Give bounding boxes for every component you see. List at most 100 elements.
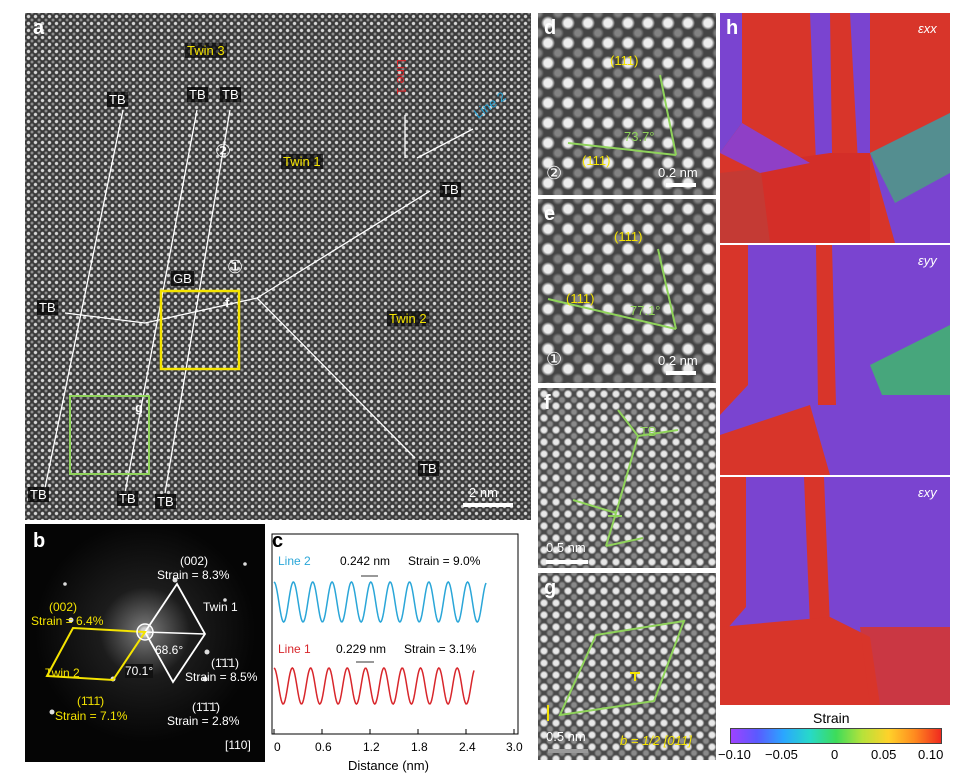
panel-d-scale: 0.2 nm	[658, 165, 698, 180]
panel-b-fft: b (002) Strain = 8.3% (002) Strain = 6.4…	[25, 524, 265, 762]
gb-label: GB	[171, 271, 194, 286]
fft-twin2-label: Twin 2	[45, 666, 80, 680]
circle1-marker: ①	[227, 257, 244, 277]
box-f-label: f	[225, 295, 230, 310]
line1-label: Line 1	[394, 59, 409, 95]
panel-d-angle: 73.7°	[624, 129, 655, 144]
colorbar-tick-2: 0	[831, 747, 839, 762]
tb-label-3: TB	[220, 87, 241, 102]
strain-map-exy	[720, 477, 950, 705]
profile-plot	[271, 533, 519, 735]
fft-strain-111-b: Strain = 7.1%	[55, 709, 128, 723]
tb-label-6: TB	[418, 461, 439, 476]
panel-c-line-profiles: c Line 2 0.242 nm Strain = 9.0% Line 1 0…	[268, 524, 536, 777]
panel-f-scale: 0.5 nm	[546, 540, 586, 555]
colorbar-tick-4: 0.10	[918, 747, 944, 762]
panel-d-overlay	[567, 74, 696, 187]
tb-label-4: TB	[440, 182, 461, 197]
panel-a-label: a	[33, 17, 45, 39]
xtick-4: 2.4	[459, 740, 476, 754]
line2-profile	[273, 581, 487, 623]
tb-label-7: TB	[28, 487, 49, 502]
panel-e-hrtem: e (111) (111) 77.1° ① 0.2 nm	[538, 199, 716, 383]
panel-g-burgers-vector: b = 1/2 [011]	[620, 733, 692, 748]
panel-e-plane-bottom: (111)	[566, 291, 595, 306]
twin2-label: Twin 2	[387, 311, 429, 326]
xtick-0: 0	[274, 740, 281, 754]
fft-spot-002-white: (002)	[180, 554, 209, 568]
exx-label: εxx	[918, 21, 937, 36]
tb-label-1: TB	[107, 92, 128, 107]
xtick-5: 3.0	[506, 740, 523, 754]
panel-a-overlay	[44, 109, 513, 507]
panel-f-tb-label: TB	[640, 424, 657, 439]
fft-spot-111-b: (1̄11̄)	[77, 694, 105, 708]
fft-angle-twin1: 68.6°	[155, 643, 184, 657]
box-g-label: g	[135, 400, 143, 415]
panel-e-overlay	[547, 248, 696, 375]
fft-twin1-label: Twin 1	[203, 600, 238, 614]
line1-profile	[273, 667, 475, 705]
fft-strain-002-white: Strain = 8.3%	[157, 568, 230, 582]
tb-label-2: TB	[187, 87, 208, 102]
tb-label-8: TB	[117, 491, 138, 506]
panel-g-hrtem: g 0.5 nm b = 1/2 [011]	[538, 573, 716, 760]
xtick-2: 1.2	[363, 740, 380, 754]
eyy-label: εyy	[918, 253, 937, 268]
panel-g-scale: 0.5 nm	[546, 729, 586, 744]
line1-strain: Strain = 3.1%	[404, 642, 477, 656]
panel-d-label: d	[544, 17, 557, 39]
circle2-marker: ②	[215, 141, 232, 161]
strain-colorbar	[730, 728, 942, 744]
twin1-label: Twin 1	[281, 154, 323, 169]
panel-b-overlay	[45, 562, 247, 715]
colorbar-tick-1: −0.05	[765, 747, 798, 762]
colorbar-title: Strain	[813, 710, 850, 726]
panel-e-plane-top: (111)	[614, 229, 643, 244]
tb-label-5: TB	[37, 300, 58, 315]
x-axis-label: Distance (nm)	[348, 758, 429, 773]
strain-map-eyy	[720, 245, 950, 475]
line1-name: Line 1	[278, 642, 311, 656]
colorbar-tick-3: 0.05	[871, 747, 897, 762]
xtick-1: 0.6	[315, 740, 332, 754]
line1-spacing: 0.229 nm	[336, 642, 387, 656]
line2-strain: Strain = 9.0%	[408, 554, 481, 568]
fft-strain-111-c: Strain = 2.8%	[167, 714, 240, 728]
fft-zone-axis: [110]	[225, 738, 251, 752]
panel-d-plane-top: (111)	[610, 53, 639, 68]
panel-a-scale-label: 2 nm	[469, 485, 498, 500]
panel-h-strain-maps: h εxx εyy εxy	[720, 13, 950, 705]
panel-g-label: g	[544, 577, 557, 599]
strain-map-exx	[720, 13, 950, 243]
twin3-label: Twin 3	[185, 43, 227, 58]
panel-b-label: b	[33, 530, 46, 552]
line2-name: Line 2	[278, 554, 311, 568]
panel-d-circle: ②	[546, 163, 563, 183]
panel-d-plane-bottom: (111)	[582, 153, 611, 168]
strain-map-exx-drawing	[720, 13, 950, 243]
xtick-3: 1.8	[411, 740, 428, 754]
fft-spot-002-yellow: (002)	[49, 600, 78, 614]
exy-label: εxy	[918, 485, 937, 500]
panel-f-overlay	[546, 409, 679, 564]
panel-g-overlay	[547, 619, 686, 753]
fft-strain-002-yellow: Strain = 6.4%	[31, 614, 104, 628]
panel-d-hrtem: d (111) (111) 73.7° ② 0.2 nm	[538, 13, 716, 195]
fft-strain-111-a: Strain = 8.5%	[185, 670, 258, 684]
panel-h-label: h	[726, 17, 739, 39]
panel-a-tem-image: a Twin 3 Twin 1 Twin 2 TB TB TB TB TB TB…	[25, 13, 531, 520]
panel-e-label: e	[544, 203, 556, 225]
fft-angle-twin2: 70.1°	[125, 664, 154, 678]
panel-c-label: c	[272, 530, 284, 552]
tb-label-9: TB	[155, 494, 176, 509]
panel-e-circle: ①	[546, 349, 563, 369]
fft-spot-111-c: (1̄1̄1̄)	[192, 700, 221, 714]
strain-map-exy-drawing	[720, 477, 950, 705]
panel-f-hrtem: f TB 0.5 nm	[538, 388, 716, 568]
panel-e-scale: 0.2 nm	[658, 353, 698, 368]
line2-spacing: 0.242 nm	[340, 554, 391, 568]
panel-e-angle: 77.1°	[630, 303, 661, 318]
fft-spot-111-a: (1̄1̄1)	[211, 656, 240, 670]
panel-f-label: f	[544, 392, 551, 414]
